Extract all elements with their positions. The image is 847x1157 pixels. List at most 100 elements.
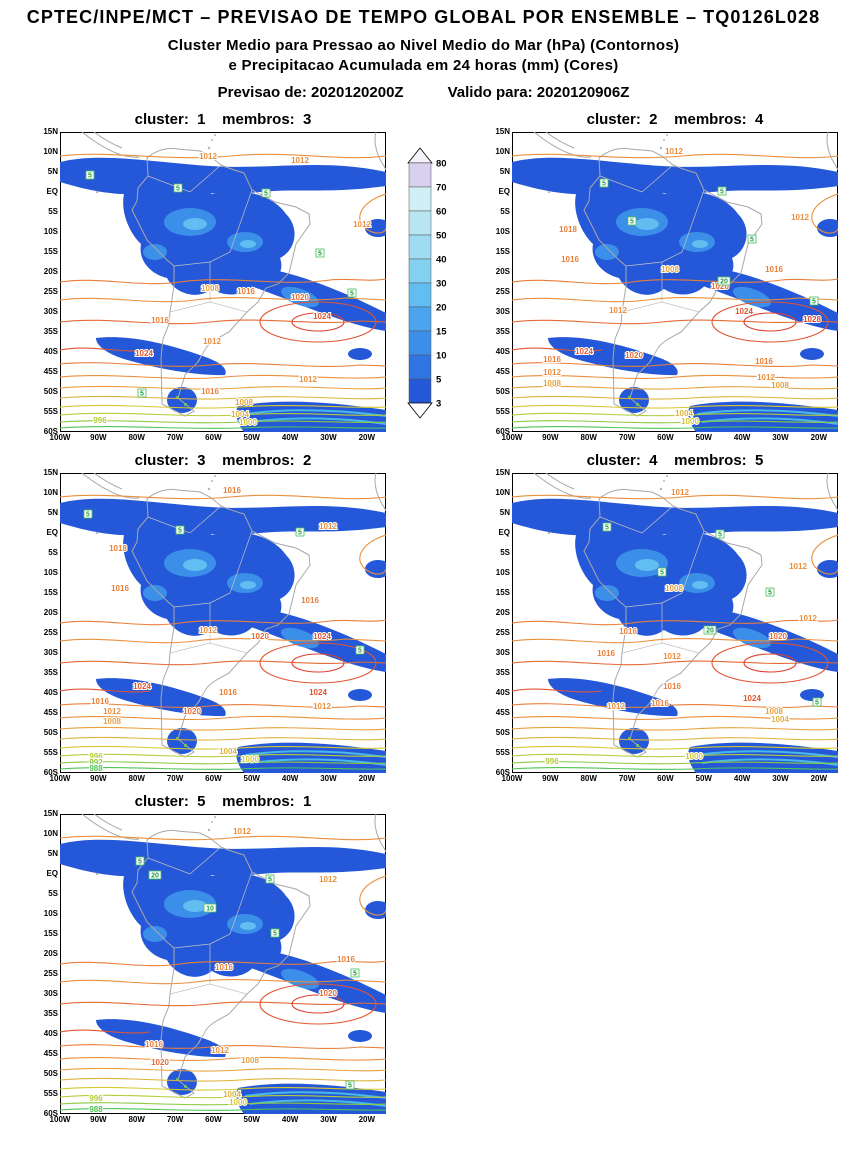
pressure-contour-label: 996 <box>93 416 107 425</box>
cluster-panel-5: cluster: 5 membros: 1 15N 10N 5N EQ 5S 10S 15S… <box>28 793 386 1124</box>
precip-contour-label: 5 <box>348 1083 352 1090</box>
pressure-contour-label: 1012 <box>199 152 217 161</box>
longitude-axis: 100W 90W 80W 70W 60W 50W 40W 30W 20W <box>502 773 838 787</box>
lat-tick-label: 50S <box>43 728 58 737</box>
colorbar-segment <box>408 306 432 332</box>
precip-contour-label: 5 <box>812 299 816 306</box>
precip-contour-label: 5 <box>718 532 722 539</box>
pressure-contour-label: 1012 <box>353 220 371 229</box>
lon-tick-label: 90W <box>90 1115 107 1124</box>
lat-tick-label: 5N <box>47 508 58 517</box>
lon-tick-label: 80W <box>580 774 597 783</box>
colorbar-tick-label: 30 <box>436 279 447 290</box>
lon-tick-label: 20W <box>358 433 376 442</box>
precip-contour-label: 5 <box>264 191 268 198</box>
precip-label-chip <box>717 276 731 286</box>
precip-label-chip <box>809 296 819 306</box>
pressure-contour-label: 1012 <box>663 652 681 661</box>
lat-tick-label: 5S <box>500 207 510 216</box>
lat-tick-label: 45S <box>43 367 58 376</box>
lat-tick-label: EQ <box>498 187 510 196</box>
lon-tick-label: 60W <box>205 774 222 783</box>
pressure-contour-label: 1008 <box>543 379 561 388</box>
pressure-contour-label: 1012 <box>607 702 625 711</box>
lat-tick-label: 5S <box>500 548 510 557</box>
pressure-contour-label: 996 <box>89 1094 103 1103</box>
lat-tick-label: 5N <box>499 167 510 176</box>
pressure-contour-label: 1012 <box>319 522 337 531</box>
pressure-contour-label: 1000 <box>239 418 257 427</box>
pressure-contour-label: 1000 <box>685 752 703 761</box>
pressure-contour-label: 1016 <box>219 688 237 697</box>
precip-label-chip <box>85 170 95 180</box>
valid-time-label: Valido para: 2020120906Z <box>447 84 630 101</box>
lat-tick-label: 15N <box>43 127 58 136</box>
precip-label-chip <box>717 186 727 196</box>
pressure-contour-label: 1016 <box>145 1040 163 1049</box>
pressure-contour-label: 1020 <box>291 293 309 302</box>
lat-tick-label: 40S <box>43 347 58 356</box>
pressure-contour-label: 1008 <box>665 584 683 593</box>
lat-tick-label: 10S <box>495 568 510 577</box>
precip-label-chip <box>602 522 612 532</box>
lon-tick-label: 60W <box>205 1115 222 1124</box>
pressure-contour-label: 1012 <box>609 306 627 315</box>
lat-tick-label: 25S <box>495 287 510 296</box>
precip-label-chip <box>270 928 280 938</box>
lon-tick-label: 50W <box>695 774 712 783</box>
cluster-panel-4: cluster: 4 membros: 5 15N 10N 5N EQ 5S 10S 15S… <box>480 452 838 783</box>
precip-contour-label: 5 <box>298 530 302 537</box>
panel-title: cluster: 2 membros: 4 <box>586 111 764 128</box>
longitude-axis: 100W 90W 80W 70W 60W 50W 40W 30W 20W <box>50 773 386 787</box>
lon-tick-label: 90W <box>542 774 559 783</box>
colorbar-tick-label: 20 <box>436 303 447 314</box>
lon-tick-label: 100W <box>49 433 71 442</box>
page-header: CPTEC/INPE/MCT – PREVISAO DE TEMPO GLOBA… <box>0 0 847 101</box>
colorbar-segment <box>408 210 432 236</box>
precip-contour-label: 5 <box>88 173 92 180</box>
longitude-axis: 100W 90W 80W 70W 60W 50W 40W 30W 20W <box>50 1114 386 1128</box>
lat-tick-label: 5N <box>47 849 58 858</box>
precip-label-chip <box>173 183 183 193</box>
lat-tick-label: 55S <box>43 407 58 416</box>
precip-label-chip <box>83 509 93 519</box>
lat-tick-label: 20S <box>495 267 510 276</box>
colorbar-tick-label: 10 <box>436 351 447 362</box>
lat-tick-label: 15S <box>43 247 58 256</box>
pressure-contour-label: 1016 <box>111 584 129 593</box>
lon-tick-label: 100W <box>49 774 71 783</box>
pressure-contour-label: 1012 <box>665 147 683 156</box>
precip-label-chip <box>315 248 325 258</box>
colorbar-segment <box>408 162 432 188</box>
lat-tick-label: 45S <box>43 1049 58 1058</box>
colorbar-tick-label: 3 <box>436 399 441 410</box>
pressure-contour-label: 1028 <box>803 315 821 324</box>
precip-contour-label: 5 <box>815 700 819 707</box>
colorbar-segment <box>408 258 432 284</box>
panels-grid: cluster: 1 membros: 3 15N 10N 5N EQ 5S 10S 15S… <box>0 111 847 1124</box>
pressure-contour-label: 1008 <box>103 717 121 726</box>
precip-contour-label: 5 <box>358 648 362 655</box>
panel-title: cluster: 5 membros: 1 <box>134 793 312 810</box>
pressure-contour-label: 1016 <box>561 255 579 264</box>
init-time-label: Previsao de: 2020120200Z <box>217 84 404 101</box>
precip-label-chip <box>203 903 217 913</box>
pressure-contour-label: 1012 <box>799 614 817 623</box>
precip-label-chip <box>657 567 667 577</box>
pressure-contour-label: 1020 <box>769 632 787 641</box>
lat-tick-label: 5N <box>47 167 58 176</box>
lat-tick-label: 50S <box>495 728 510 737</box>
colorbar-segment <box>408 378 432 404</box>
colorbar-segment <box>408 186 432 212</box>
pressure-contour-label: 988 <box>89 1105 103 1114</box>
page-title: CPTEC/INPE/MCT – PREVISAO DE TEMPO GLOBA… <box>26 7 821 27</box>
lat-tick-label: 10S <box>43 909 58 918</box>
lon-tick-label: 40W <box>281 1115 299 1124</box>
precip-label-chip <box>148 870 162 880</box>
pressure-contour-label: 1016 <box>755 357 773 366</box>
lon-tick-label: 30W <box>772 433 789 442</box>
lat-tick-label: 10N <box>43 829 58 838</box>
lat-tick-label: 40S <box>495 347 510 356</box>
lon-tick-label: 60W <box>657 433 674 442</box>
